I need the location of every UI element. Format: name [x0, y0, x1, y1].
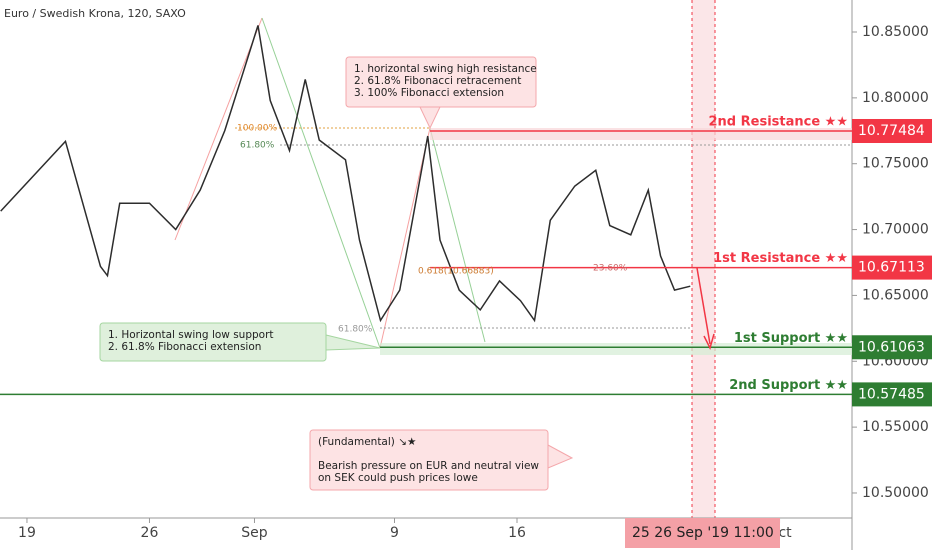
- price-badge: [852, 118, 932, 143]
- fib-label: 100.00%: [237, 124, 277, 134]
- time-highlight: [692, 0, 715, 518]
- x-tick-label: 19: [18, 525, 36, 541]
- callout-text: 1. horizontal swing high resistance: [354, 63, 537, 75]
- y-tick-label: 10.50000: [862, 485, 929, 501]
- y-tick-label: 10.55000: [862, 419, 929, 435]
- x-tick-label: Sep: [241, 525, 268, 541]
- fib-label: 61.80%: [338, 325, 373, 335]
- fib-drawing: [379, 127, 431, 349]
- price-badge-label: 10.67113: [858, 260, 925, 276]
- fib-label: 61.80%: [240, 141, 275, 151]
- level-label: 1st Resistance ★★: [713, 251, 848, 266]
- fib-label: 23.60%: [593, 264, 628, 274]
- callout-text: 2. 61.8% Fibonacci extension: [108, 341, 261, 353]
- y-tick-label: 10.85000: [862, 24, 929, 40]
- y-tick-label: 10.70000: [862, 222, 929, 238]
- x-tick-label: 16: [508, 525, 526, 541]
- x-tick-label: 9: [390, 525, 399, 541]
- price-badge: [852, 255, 932, 280]
- callout: [99, 322, 327, 362]
- callout-text: 1. Horizontal swing low support: [108, 329, 274, 341]
- callout-text: Bearish pressure on EUR and neutral view: [318, 460, 539, 472]
- fib-drawing: [261, 17, 381, 349]
- callout-text: 3. 100% Fibonacci extension: [354, 87, 504, 99]
- price-badge: [852, 382, 932, 407]
- price-badge: [852, 335, 932, 360]
- time-badge: [625, 518, 780, 548]
- y-tick-label: 10.80000: [862, 90, 929, 106]
- callout-text: on SEK could push prices lowe: [318, 472, 478, 484]
- callout: [309, 429, 549, 491]
- zone: [430, 128, 852, 140]
- fib-drawing: [174, 17, 263, 241]
- y-tick-label: 10.65000: [862, 287, 929, 303]
- y-tick-label: 10.75000: [862, 156, 929, 172]
- price-badge-label: 10.77484: [858, 123, 925, 139]
- price-badge-label: 10.61063: [858, 339, 925, 355]
- callout-text: (Fundamental) ↘★: [318, 436, 416, 448]
- level-label: 2nd Resistance ★★: [709, 114, 849, 129]
- level-label: 1st Support ★★: [734, 331, 848, 346]
- callout-text: 2. 61.8% Fibonacci retracement: [354, 75, 521, 87]
- price-line: [0, 25, 691, 323]
- forecast-arrow: [696, 267, 711, 345]
- level-label: 2nd Support ★★: [729, 378, 848, 393]
- callout: [345, 56, 537, 108]
- price-badge-label: 10.57485: [858, 386, 925, 402]
- time-badge-label: 25 26 Sep '19 11:00: [632, 525, 774, 541]
- fib-label: 0.618(10.66883): [418, 267, 494, 277]
- x-tick-label: 26: [141, 525, 159, 541]
- chart-title: Euro / Swedish Krona, 120, SAXO: [4, 7, 186, 20]
- forecast-arrowhead: [703, 333, 715, 351]
- zone: [380, 343, 852, 355]
